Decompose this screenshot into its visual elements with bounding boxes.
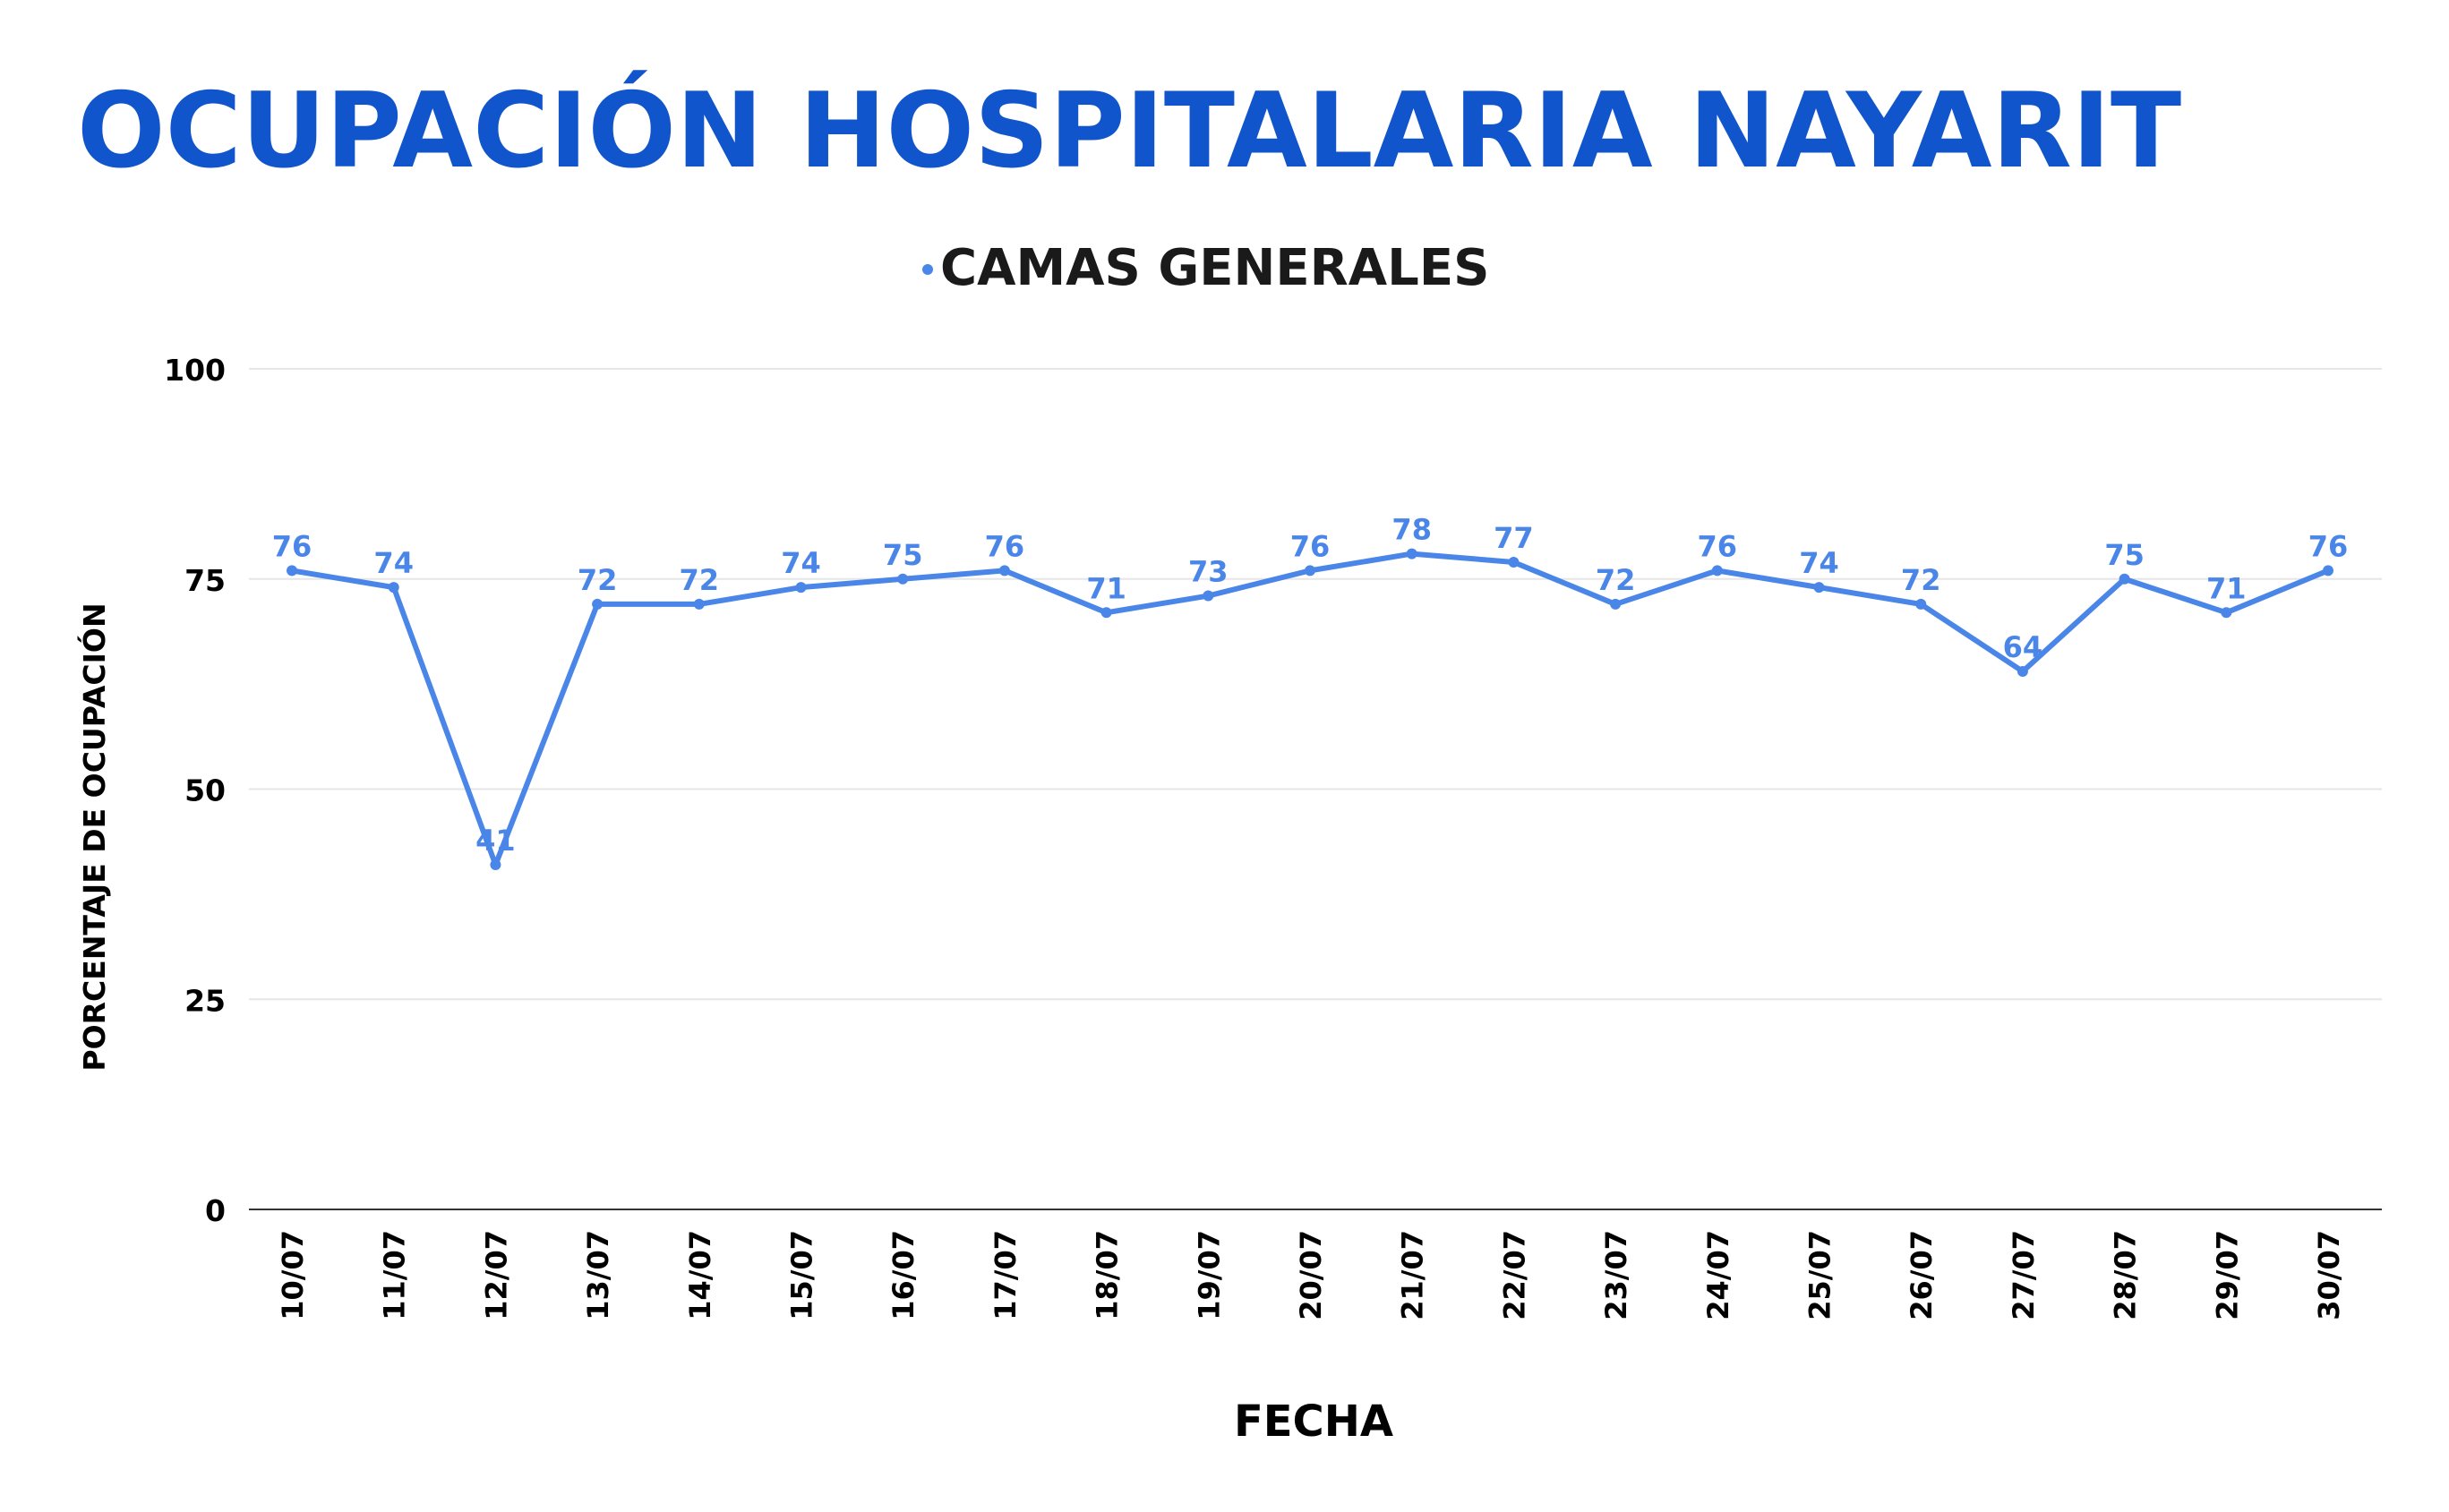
x-tick-label: 26/07 <box>1905 1230 1939 1320</box>
data-label: 71 <box>2206 571 2247 605</box>
data-label: 74 <box>781 546 821 580</box>
data-point <box>1610 598 1622 610</box>
data-label: 75 <box>883 538 923 572</box>
data-point <box>2221 607 2232 619</box>
data-point <box>1508 556 1520 568</box>
x-tick-label: 20/07 <box>1294 1230 1328 1320</box>
x-tick-label: 21/07 <box>1396 1230 1430 1320</box>
data-label: 75 <box>2104 538 2145 572</box>
data-label: 76 <box>985 529 1025 563</box>
x-axis-label: FECHA <box>1234 1397 1393 1447</box>
y-axis-label: PORCENTAJE DE OCUPACIÓN <box>76 602 112 1071</box>
legend-marker <box>922 264 933 275</box>
data-label: 72 <box>680 563 720 597</box>
x-tick-label: 18/07 <box>1091 1230 1125 1320</box>
x-tick-label: 28/07 <box>2109 1230 2143 1320</box>
data-label: 71 <box>1086 571 1126 605</box>
data-point <box>592 598 604 610</box>
data-label: 76 <box>2308 529 2349 563</box>
data-point <box>1203 590 1214 602</box>
x-tick-label: 17/07 <box>989 1230 1023 1320</box>
data-label: 72 <box>1596 563 1636 597</box>
x-tick-label: 25/07 <box>1803 1230 1837 1320</box>
x-tick-label: 27/07 <box>2007 1230 2041 1320</box>
data-label: 64 <box>2003 630 2043 664</box>
x-tick-label: 14/07 <box>683 1230 717 1320</box>
data-point <box>1813 582 1825 594</box>
series-camas-generales: 76 74 41 72 72 74 75 76 71 73 76 78 77 72 76 74 72 64 75 71… <box>272 513 2349 871</box>
x-tick-label: 22/07 <box>1497 1230 1531 1320</box>
x-tick-label: 16/07 <box>886 1230 921 1320</box>
x-tick-label: 11/07 <box>378 1230 412 1320</box>
y-tick-label: 100 <box>164 353 226 388</box>
chart-title: OCUPACIÓN HOSPITALARIA NAYARIT <box>77 70 2181 192</box>
data-point <box>2323 565 2333 577</box>
data-label: 41 <box>475 824 516 858</box>
data-point <box>1711 565 1723 577</box>
y-axis-ticks: 0 25 50 75 100 <box>164 353 226 1228</box>
data-label: 76 <box>1698 529 1738 563</box>
data-point <box>287 565 297 577</box>
y-tick-label: 50 <box>184 773 226 808</box>
data-label: 72 <box>1901 563 1941 597</box>
data-point <box>795 582 807 594</box>
data-label: 72 <box>578 563 618 597</box>
x-tick-label: 23/07 <box>1599 1230 1633 1320</box>
data-label: 76 <box>1290 529 1331 563</box>
data-point <box>1406 548 1417 560</box>
data-label: 78 <box>1391 513 1432 547</box>
data-point <box>2017 666 2028 678</box>
x-tick-label: 13/07 <box>581 1230 615 1320</box>
data-point <box>1305 565 1315 577</box>
data-point <box>2119 573 2130 585</box>
x-tick-label: 24/07 <box>1701 1230 1735 1320</box>
data-label: 76 <box>272 529 313 563</box>
data-label: 74 <box>373 546 414 580</box>
x-tick-label: 12/07 <box>479 1230 513 1320</box>
legend-label: CAMAS GENERALES <box>940 239 1489 297</box>
y-tick-label: 75 <box>184 563 226 598</box>
x-tick-label: 15/07 <box>785 1230 819 1320</box>
data-point <box>998 565 1010 577</box>
y-tick-label: 25 <box>184 983 226 1018</box>
x-tick-label: 19/07 <box>1192 1230 1226 1320</box>
data-point <box>490 859 501 871</box>
data-label: 77 <box>1494 521 1534 555</box>
x-axis-ticks: 10/07 11/07 12/07 13/07 14/07 15/07 16/07 17/07… <box>276 1230 2346 1320</box>
data-point <box>693 598 705 610</box>
x-tick-label: 29/07 <box>2210 1230 2244 1320</box>
data-point <box>1100 607 1112 619</box>
data-point <box>1915 598 1927 610</box>
data-point <box>388 582 399 594</box>
x-tick-label: 10/07 <box>276 1230 310 1320</box>
data-label: 74 <box>1799 546 1839 580</box>
y-tick-label: 0 <box>205 1193 226 1228</box>
data-point <box>897 573 909 585</box>
legend: CAMAS GENERALES <box>922 239 1489 297</box>
x-tick-label: 30/07 <box>2312 1230 2346 1320</box>
gridlines <box>249 368 2382 1210</box>
data-label: 73 <box>1188 555 1229 589</box>
